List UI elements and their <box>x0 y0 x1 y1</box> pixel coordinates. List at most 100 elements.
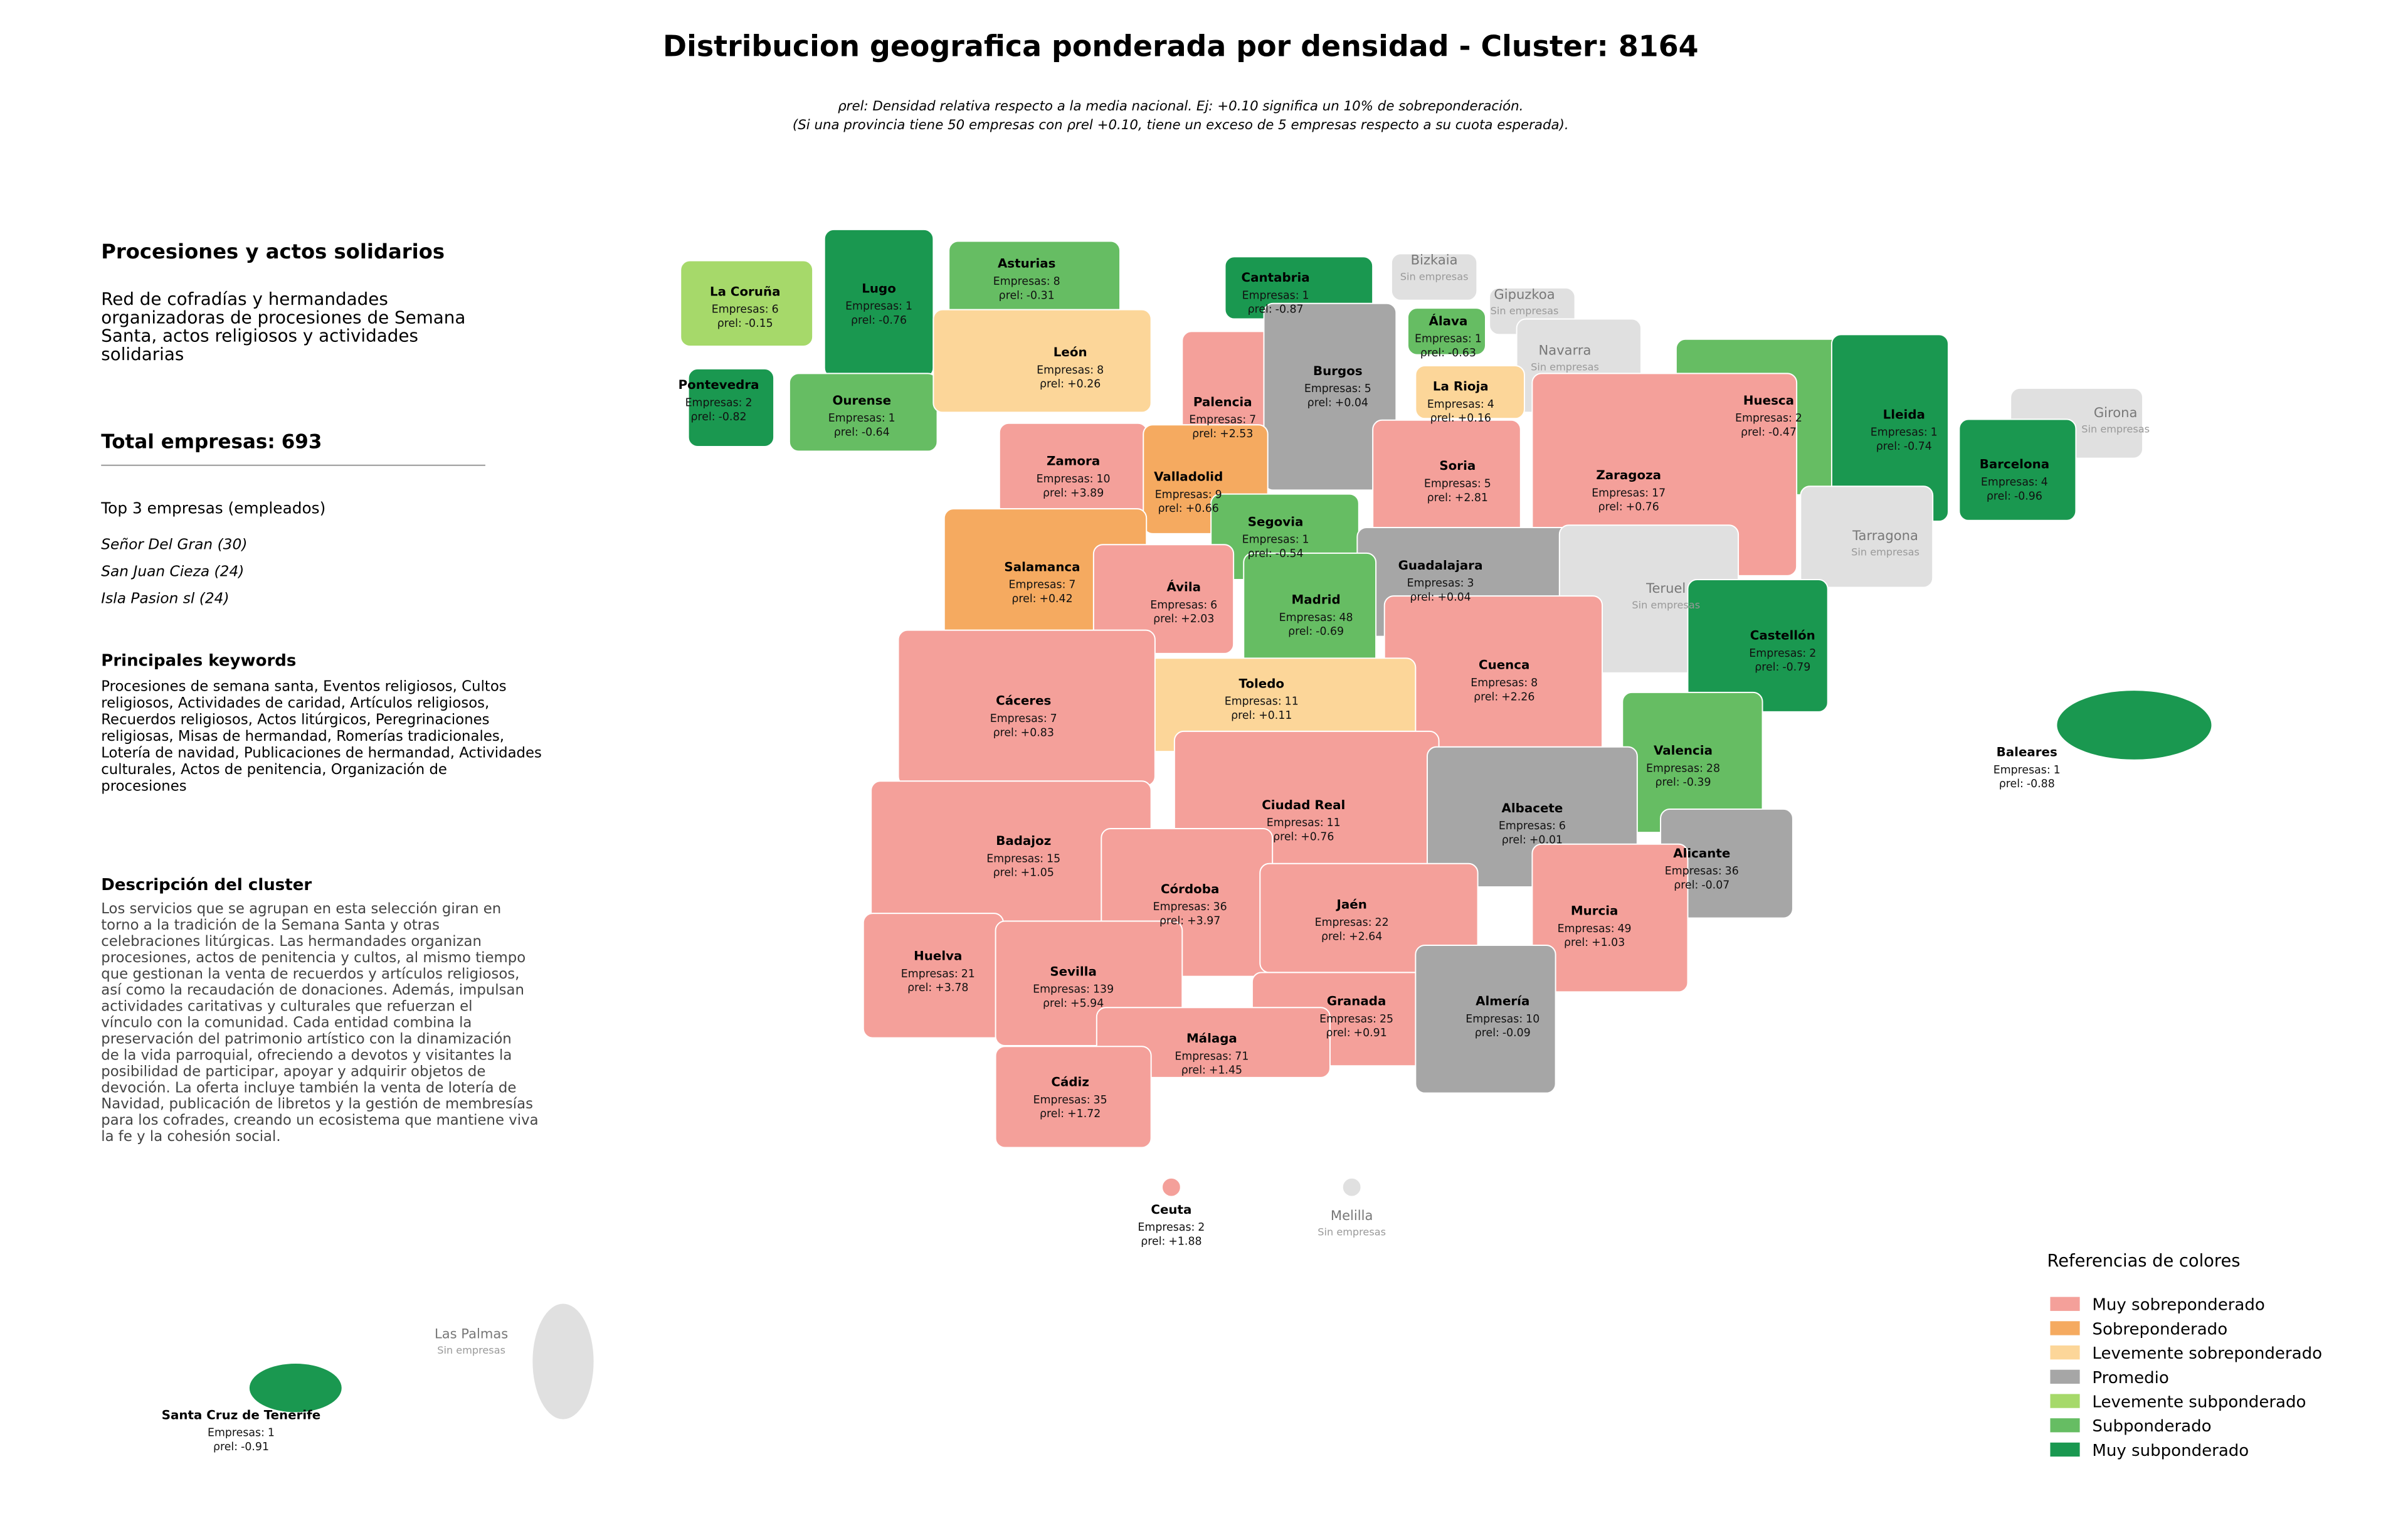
province-name: Zamora <box>1047 454 1100 469</box>
rho-value: -0.96 <box>2014 490 2042 502</box>
count-value: 4 <box>1487 398 1494 411</box>
rho-label: ρrel: <box>1231 709 1255 722</box>
province-name: Tarragona <box>1852 528 1918 543</box>
rho-value: +0.66 <box>1186 502 1219 515</box>
legend-label: Subponderado <box>2092 1417 2211 1436</box>
province-name: Lugo <box>862 281 896 295</box>
keywords: procesiones <box>101 778 186 795</box>
legend-swatch <box>2050 1369 2080 1384</box>
rho-value: +2.03 <box>1181 613 1214 625</box>
legend-label: Muy subponderado <box>2092 1441 2249 1460</box>
legend-swatch <box>2050 1394 2080 1408</box>
description: así como la recaudación de donaciones. A… <box>101 982 524 999</box>
province-count: Empresas: 1 <box>1871 427 1938 439</box>
count-value: 6 <box>1210 599 1217 612</box>
top-company: San Juan Cieza (24) <box>101 563 244 580</box>
count-value: 48 <box>1339 612 1353 624</box>
province-rho: ρrel: +3.97 <box>1159 915 1220 928</box>
count-label: Empresas: <box>712 304 769 316</box>
province-name: Gipuzkoa <box>1494 286 1555 302</box>
count-value: 10 <box>1526 1013 1539 1026</box>
count-label: Empresas: <box>1427 398 1484 411</box>
province-shape <box>998 422 1148 517</box>
province-count: Empresas: 36 <box>1665 865 1739 878</box>
province-count: Empresas: 139 <box>1033 984 1114 996</box>
province-rho: ρrel: +3.78 <box>907 982 968 994</box>
rho-value: +0.04 <box>1438 592 1471 604</box>
keywords: religiosas, Misas de hermandad, Romerías… <box>101 728 504 745</box>
count-label: Empresas: <box>1033 984 1090 996</box>
rho-value: +0.04 <box>1335 396 1368 409</box>
province-name: Cádiz <box>1051 1074 1089 1089</box>
count-value: 21 <box>961 968 975 980</box>
rho-label: ρrel: <box>1876 440 1901 453</box>
count-label: Empresas: <box>1267 817 1324 829</box>
count-label: Empresas: <box>208 1427 265 1440</box>
province-shape <box>1800 485 1934 588</box>
province-rho: ρrel: +1.88 <box>1141 1236 1201 1248</box>
keywords-heading: Principales keywords <box>101 652 296 671</box>
province-rho: ρrel: +1.45 <box>1181 1064 1242 1077</box>
province-shape <box>1415 364 1525 420</box>
province-name: Teruel <box>1645 580 1686 596</box>
province-name: Burgos <box>1313 364 1363 378</box>
province-count: Empresas: 2 <box>1138 1221 1205 1234</box>
count-value: 7 <box>1069 579 1075 592</box>
legend-label: Muy sobreponderado <box>2092 1296 2264 1315</box>
province-shape <box>788 373 938 452</box>
legend-swatch <box>2050 1345 2080 1360</box>
province-name: Ceuta <box>1151 1202 1191 1217</box>
province-count: Empresas: 4 <box>1427 398 1494 411</box>
count-value: 2 <box>1795 412 1802 425</box>
rho-label: ρrel: <box>1248 304 1272 316</box>
province-rho: ρrel: -0.96 <box>1987 490 2042 502</box>
rho-value: +2.53 <box>1220 428 1253 440</box>
province-shape <box>1390 253 1478 301</box>
cluster-summary: organizadoras de procesiones de Semana <box>101 307 465 327</box>
count-label: Empresas: <box>1150 599 1207 612</box>
count-label: Empresas: <box>1471 677 1528 689</box>
province-rho: ρrel: +1.72 <box>1040 1108 1101 1120</box>
count-value: 139 <box>1093 984 1114 996</box>
province-count: Empresas: 6 <box>712 304 779 316</box>
rho-label: ρrel: <box>993 867 1018 879</box>
province-rho: ρrel: +0.01 <box>1502 834 1563 847</box>
rho-value: +0.76 <box>1626 501 1659 514</box>
rho-value: -0.47 <box>1768 427 1797 439</box>
rho-label: ρrel: <box>1755 661 1779 674</box>
rho-label: ρrel: <box>1153 613 1178 625</box>
province-count: Empresas: 3 <box>1407 577 1474 590</box>
count-value: 36 <box>1725 865 1739 878</box>
count-label: Empresas: <box>1415 333 1472 346</box>
province-name: La Coruña <box>710 284 780 299</box>
province-rho: ρrel: +0.26 <box>1040 378 1101 391</box>
count-label: Empresas: <box>1407 577 1464 590</box>
description: Navidad, publicación de libretos y la ge… <box>101 1096 533 1112</box>
count-value: 7 <box>1249 414 1256 427</box>
province-count: Empresas: 8 <box>1471 677 1538 689</box>
rho-label: ρrel: <box>1273 831 1297 844</box>
count-value: 5 <box>1484 477 1491 490</box>
rho-value: +0.16 <box>1458 412 1491 425</box>
rho-label: ρrel: <box>851 314 875 327</box>
province-note: Sin empresas <box>1531 361 1599 373</box>
province-rho: ρrel: +0.11 <box>1231 709 1292 722</box>
rho-label: ρrel: <box>213 1441 238 1453</box>
rho-value: +2.81 <box>1455 492 1488 504</box>
legend-label: Sobreponderado <box>2092 1320 2227 1339</box>
count-value: 1 <box>906 300 912 313</box>
count-value: 6 <box>1559 820 1566 832</box>
description: que gestionan la venta de recuerdos y ar… <box>101 966 519 982</box>
count-value: 5 <box>1365 383 1371 395</box>
keywords: Procesiones de semana santa, Eventos rel… <box>101 678 506 694</box>
province-name: Palencia <box>1193 395 1252 409</box>
total-label: Total empresas: <box>101 430 275 453</box>
count-value: 1 <box>1475 333 1482 346</box>
province-count: Empresas: 2 <box>685 396 752 409</box>
rho-label: ρrel: <box>1427 492 1452 504</box>
rho-label: ρrel: <box>1307 396 1332 409</box>
province-name: Toledo <box>1238 676 1284 691</box>
province-name: Sevilla <box>1050 964 1096 979</box>
count-value: 22 <box>1375 916 1389 929</box>
